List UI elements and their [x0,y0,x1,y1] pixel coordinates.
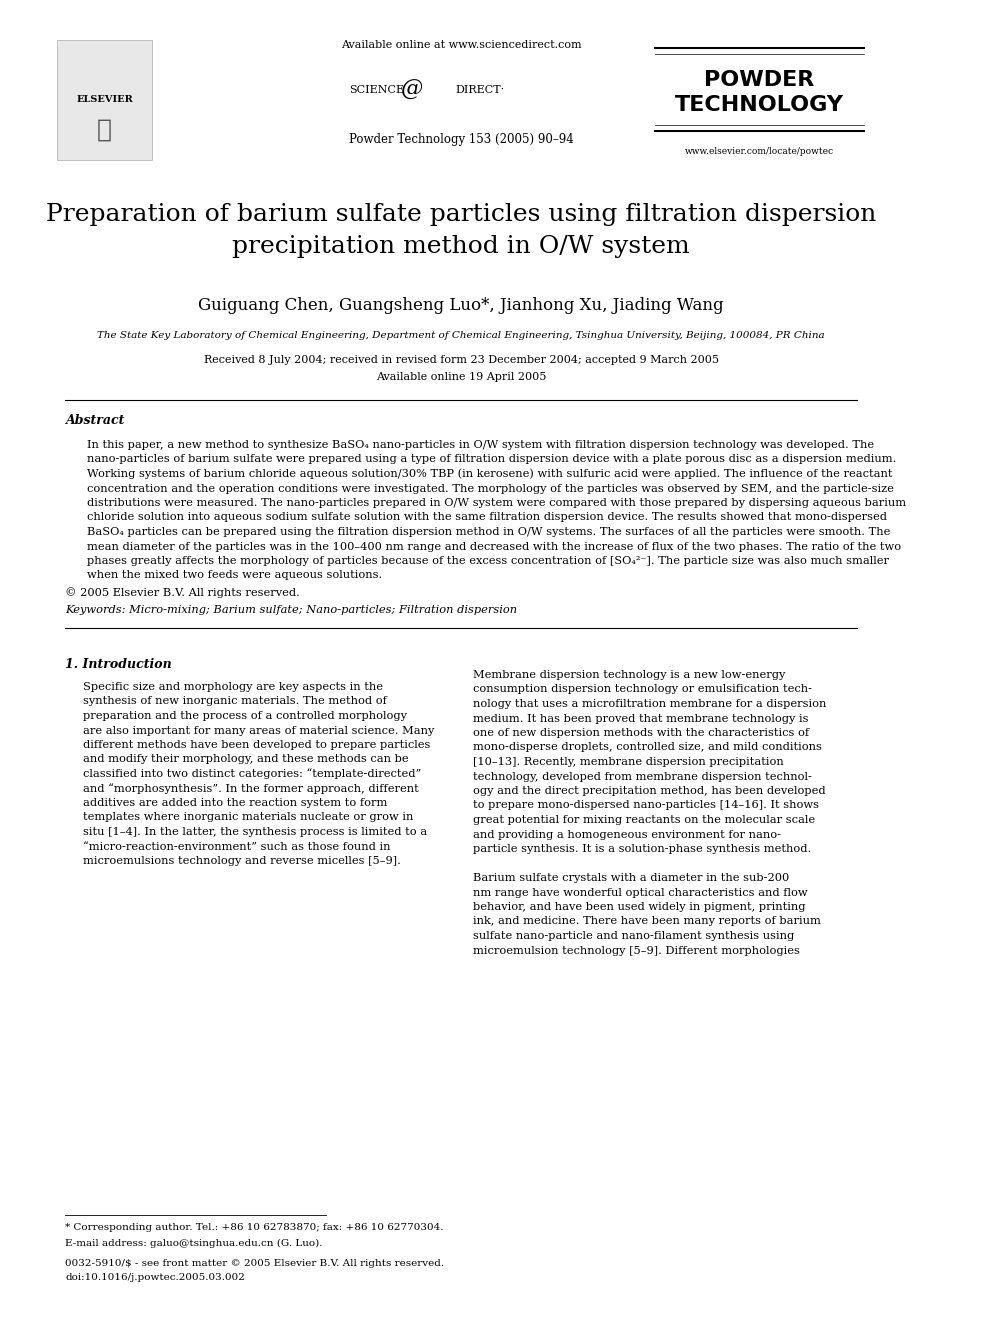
Text: are also important for many areas of material science. Many: are also important for many areas of mat… [83,725,434,736]
Text: ink, and medicine. There have been many reports of barium: ink, and medicine. There have been many … [473,917,821,926]
Text: ELSEVIER: ELSEVIER [76,95,133,105]
Text: particle synthesis. It is a solution-phase synthesis method.: particle synthesis. It is a solution-pha… [473,844,811,855]
Text: synthesis of new inorganic materials. The method of: synthesis of new inorganic materials. Th… [83,696,387,706]
Text: classified into two distinct categories: “template-directed”: classified into two distinct categories:… [83,769,421,779]
Text: nano-particles of barium sulfate were prepared using a type of filtration disper: nano-particles of barium sulfate were pr… [87,455,897,464]
Text: Abstract: Abstract [65,414,125,426]
Text: chloride solution into aqueous sodium sulfate solution with the same filtration : chloride solution into aqueous sodium su… [87,512,887,523]
Text: additives are added into the reaction system to form: additives are added into the reaction sy… [83,798,387,808]
Text: Preparation of barium sulfate particles using filtration dispersion
precipitatio: Preparation of barium sulfate particles … [46,202,876,258]
Text: In this paper, a new method to synthesize BaSO₄ nano-particles in O/W system wit: In this paper, a new method to synthesiz… [87,441,874,450]
Text: 1. Introduction: 1. Introduction [65,659,173,672]
Text: microemulsion technology [5–9]. Different morphologies: microemulsion technology [5–9]. Differen… [473,946,801,955]
Text: phases greatly affects the morphology of particles because of the excess concent: phases greatly affects the morphology of… [87,556,889,566]
Text: microemulsions technology and reverse micelles [5–9].: microemulsions technology and reverse mi… [83,856,401,867]
Text: and providing a homogeneous environment for nano-: and providing a homogeneous environment … [473,830,781,840]
Text: “micro-reaction-environment” such as those found in: “micro-reaction-environment” such as tho… [83,841,390,852]
Text: 0032-5910/$ - see front matter © 2005 Elsevier B.V. All rights reserved.: 0032-5910/$ - see front matter © 2005 El… [65,1258,444,1267]
Text: medium. It has been proved that membrane technology is: medium. It has been proved that membrane… [473,713,808,724]
Text: and “morphosynthesis”. In the former approach, different: and “morphosynthesis”. In the former app… [83,783,419,794]
Text: nm range have wonderful optical characteristics and flow: nm range have wonderful optical characte… [473,888,807,897]
Text: Available online 19 April 2005: Available online 19 April 2005 [376,372,547,382]
Text: technology, developed from membrane dispersion technol-: technology, developed from membrane disp… [473,771,812,782]
Text: @: @ [402,79,424,101]
Text: * Corresponding author. Tel.: +86 10 62783870; fax: +86 10 62770304.: * Corresponding author. Tel.: +86 10 627… [65,1224,444,1233]
Text: concentration and the operation conditions were investigated. The morphology of : concentration and the operation conditio… [87,483,894,493]
Text: templates where inorganic materials nucleate or grow in: templates where inorganic materials nucl… [83,812,414,823]
Text: and modify their morphology, and these methods can be: and modify their morphology, and these m… [83,754,409,765]
Text: DIRECT·: DIRECT· [456,85,505,95]
Text: TECHNOLOGY: TECHNOLOGY [675,95,844,115]
Text: POWDER: POWDER [704,70,814,90]
Text: Barium sulfate crystals with a diameter in the sub-200: Barium sulfate crystals with a diameter … [473,873,790,882]
Text: [10–13]. Recently, membrane dispersion precipitation: [10–13]. Recently, membrane dispersion p… [473,757,784,767]
Text: different methods have been developed to prepare particles: different methods have been developed to… [83,740,431,750]
Text: preparation and the process of a controlled morphology: preparation and the process of a control… [83,710,407,721]
Text: to prepare mono-dispersed nano-particles [14–16]. It shows: to prepare mono-dispersed nano-particles… [473,800,819,811]
Text: Specific size and morphology are key aspects in the: Specific size and morphology are key asp… [83,681,383,692]
Text: sulfate nano-particle and nano-filament synthesis using: sulfate nano-particle and nano-filament … [473,931,795,941]
Text: ogy and the direct precipitation method, has been developed: ogy and the direct precipitation method,… [473,786,825,796]
Text: Received 8 July 2004; received in revised form 23 December 2004; accepted 9 Marc: Received 8 July 2004; received in revise… [203,355,718,365]
Text: Keywords: Micro-mixing; Barium sulfate; Nano-particles; Filtration dispersion: Keywords: Micro-mixing; Barium sulfate; … [65,605,518,615]
Text: when the mixed two feeds were aqueous solutions.: when the mixed two feeds were aqueous so… [87,570,383,581]
Text: mean diameter of the particles was in the 100–400 nm range and decreased with th: mean diameter of the particles was in th… [87,541,902,552]
Text: consumption dispersion technology or emulsification tech-: consumption dispersion technology or emu… [473,684,812,695]
Bar [57,40,152,160]
Text: © 2005 Elsevier B.V. All rights reserved.: © 2005 Elsevier B.V. All rights reserved… [65,587,301,598]
Text: The State Key Laboratory of Chemical Engineering, Department of Chemical Enginee: The State Key Laboratory of Chemical Eng… [97,331,825,340]
Text: Guiguang Chen, Guangsheng Luo*, Jianhong Xu, Jiading Wang: Guiguang Chen, Guangsheng Luo*, Jianhong… [198,296,724,314]
Text: Powder Technology 153 (2005) 90–94: Powder Technology 153 (2005) 90–94 [348,134,573,147]
Text: 🌳: 🌳 [97,118,112,142]
Text: Membrane dispersion technology is a new low-energy: Membrane dispersion technology is a new … [473,669,786,680]
Text: SCIENCE: SCIENCE [348,85,404,95]
Text: nology that uses a microfiltration membrane for a dispersion: nology that uses a microfiltration membr… [473,699,826,709]
Text: mono-disperse droplets, controlled size, and mild conditions: mono-disperse droplets, controlled size,… [473,742,822,753]
Text: behavior, and have been used widely in pigment, printing: behavior, and have been used widely in p… [473,902,806,912]
Text: situ [1–4]. In the latter, the synthesis process is limited to a: situ [1–4]. In the latter, the synthesis… [83,827,427,837]
Text: www.elsevier.com/locate/powtec: www.elsevier.com/locate/powtec [684,147,834,156]
Text: Available online at www.sciencedirect.com: Available online at www.sciencedirect.co… [340,40,581,50]
Text: great potential for mixing reactants on the molecular scale: great potential for mixing reactants on … [473,815,815,826]
Text: Working systems of barium chloride aqueous solution/30% TBP (in kerosene) with s: Working systems of barium chloride aqueo… [87,468,893,479]
Text: doi:10.1016/j.powtec.2005.03.002: doi:10.1016/j.powtec.2005.03.002 [65,1274,245,1282]
Text: distributions were measured. The nano-particles prepared in O/W system were comp: distributions were measured. The nano-pa… [87,497,907,508]
Text: BaSO₄ particles can be prepared using the filtration dispersion method in O/W sy: BaSO₄ particles can be prepared using th… [87,527,891,537]
Text: one of new dispersion methods with the characteristics of: one of new dispersion methods with the c… [473,728,809,738]
Text: E-mail address: galuo@tsinghua.edu.cn (G. Luo).: E-mail address: galuo@tsinghua.edu.cn (G… [65,1238,323,1248]
